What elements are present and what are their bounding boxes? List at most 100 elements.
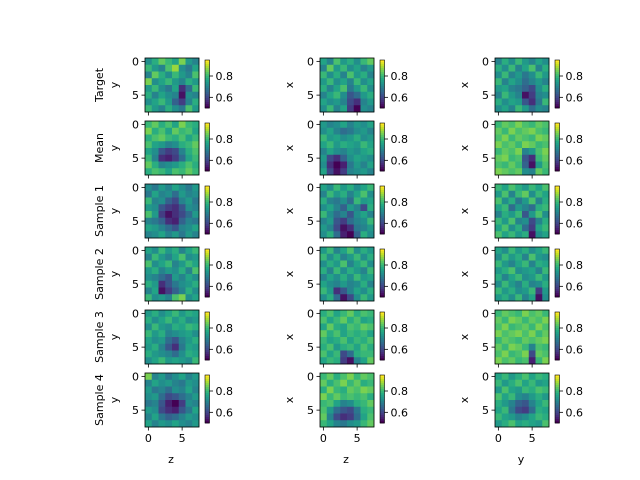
colorbar-segment xyxy=(205,222,210,225)
heatmap-cell xyxy=(165,217,173,225)
heatmap-cell xyxy=(528,184,536,192)
heatmap-cell xyxy=(353,400,361,408)
heatmap-cell xyxy=(172,330,180,338)
heatmap-cell xyxy=(501,134,509,142)
heatmap-cell xyxy=(326,85,334,93)
colorbar-segment xyxy=(380,279,385,282)
heatmap-cell xyxy=(528,121,536,129)
colorbar-segment xyxy=(555,161,560,164)
heatmap-cell xyxy=(145,373,153,381)
heatmap-cell xyxy=(192,184,200,192)
heatmap-cell xyxy=(185,287,193,295)
heatmap-cell xyxy=(185,217,193,225)
heatmap-cell xyxy=(542,343,550,351)
colorbar-segment xyxy=(205,273,210,276)
heatmap-cell xyxy=(178,121,186,129)
heatmap-cell xyxy=(347,224,355,232)
colorbar-segment xyxy=(555,348,560,351)
heatmap-cell xyxy=(495,190,503,198)
heatmap-cell xyxy=(333,413,341,421)
heatmap-cell xyxy=(333,184,341,192)
heatmap-cell xyxy=(333,379,341,387)
heatmap-cell xyxy=(353,373,361,381)
heatmap-cell xyxy=(360,400,368,408)
heatmap-cell xyxy=(535,184,543,192)
heatmap-cell xyxy=(360,91,368,99)
heatmap-cell xyxy=(192,420,200,428)
heatmap-cell xyxy=(501,386,509,394)
heatmap-cell xyxy=(158,294,166,302)
colorbar-segment xyxy=(380,204,385,207)
heatmap-cell xyxy=(522,386,530,394)
colorbar-segment xyxy=(205,161,210,164)
colorbar-tick-label: 0.8 xyxy=(216,133,234,146)
colorbar-segment xyxy=(555,257,560,260)
heatmap-cell xyxy=(542,274,550,282)
heatmap-cell xyxy=(515,294,523,302)
heatmap-cell xyxy=(151,121,159,129)
heatmap-cell xyxy=(515,343,523,351)
colorbar-segment xyxy=(555,326,560,329)
heatmap-cell xyxy=(353,310,361,318)
heatmap-cell xyxy=(367,247,375,255)
heatmap-cell xyxy=(151,294,159,302)
heatmap-cell xyxy=(178,78,186,86)
heatmap-cell xyxy=(192,141,200,149)
heatmap-cell xyxy=(178,154,186,162)
heatmap-cell xyxy=(326,224,334,232)
heatmap-cell xyxy=(185,386,193,394)
panel-r3-c0 xyxy=(141,246,213,305)
heatmap-cell xyxy=(333,400,341,408)
heatmap-cell xyxy=(192,197,200,205)
heatmap-cell xyxy=(353,287,361,295)
heatmap-cell xyxy=(326,323,334,331)
heatmap-frame xyxy=(144,309,200,365)
colorbar-segment xyxy=(380,165,385,168)
colorbar-segment xyxy=(555,104,560,107)
colorbar-segment xyxy=(555,96,560,99)
colorbar-segment xyxy=(380,405,385,408)
heatmap-cell xyxy=(522,260,530,268)
colorbar-segment xyxy=(380,230,385,233)
heatmap-cell xyxy=(333,211,341,219)
heatmap-cell xyxy=(501,91,509,99)
heatmap-cell xyxy=(158,337,166,345)
colorbar-segment xyxy=(205,269,210,272)
heatmap-cell xyxy=(326,373,334,381)
colorbar-segment xyxy=(380,415,385,418)
colorbar-segment xyxy=(380,265,385,268)
heatmap-cell xyxy=(495,168,503,176)
heatmap-cell xyxy=(165,357,173,365)
heatmap-cell xyxy=(158,154,166,162)
heatmap-cell xyxy=(326,287,334,295)
heatmap-cell xyxy=(158,134,166,142)
heatmap-cell xyxy=(528,337,536,345)
colorbar-segment xyxy=(555,157,560,160)
heatmap-cell xyxy=(333,148,341,156)
heatmap-cell xyxy=(151,420,159,428)
heatmap-cell xyxy=(367,168,375,176)
colorbar-segment xyxy=(380,78,385,81)
heatmap-cell xyxy=(542,217,550,225)
heatmap-cell xyxy=(145,253,153,261)
heatmap-cell xyxy=(367,260,375,268)
heatmap-cell xyxy=(495,197,503,205)
colorbar-segment xyxy=(555,202,560,205)
heatmap-cell xyxy=(528,231,536,239)
heatmap-cell xyxy=(178,184,186,192)
heatmap-cell xyxy=(353,197,361,205)
colorbar-segment xyxy=(205,220,210,223)
heatmap-cell xyxy=(508,148,516,156)
colorbar-segment xyxy=(555,401,560,404)
heatmap-cell xyxy=(145,393,153,401)
heatmap-cell xyxy=(515,260,523,268)
heatmap-cell xyxy=(192,127,200,135)
heatmap-cell xyxy=(340,267,348,275)
heatmap-cell xyxy=(326,211,334,219)
heatmap-cell xyxy=(515,267,523,275)
colorbar-segment xyxy=(380,86,385,89)
heatmap-cell xyxy=(528,386,536,394)
heatmap-cell xyxy=(522,267,530,275)
heatmap-cell xyxy=(320,260,328,268)
y-axis-label: x xyxy=(458,81,471,88)
